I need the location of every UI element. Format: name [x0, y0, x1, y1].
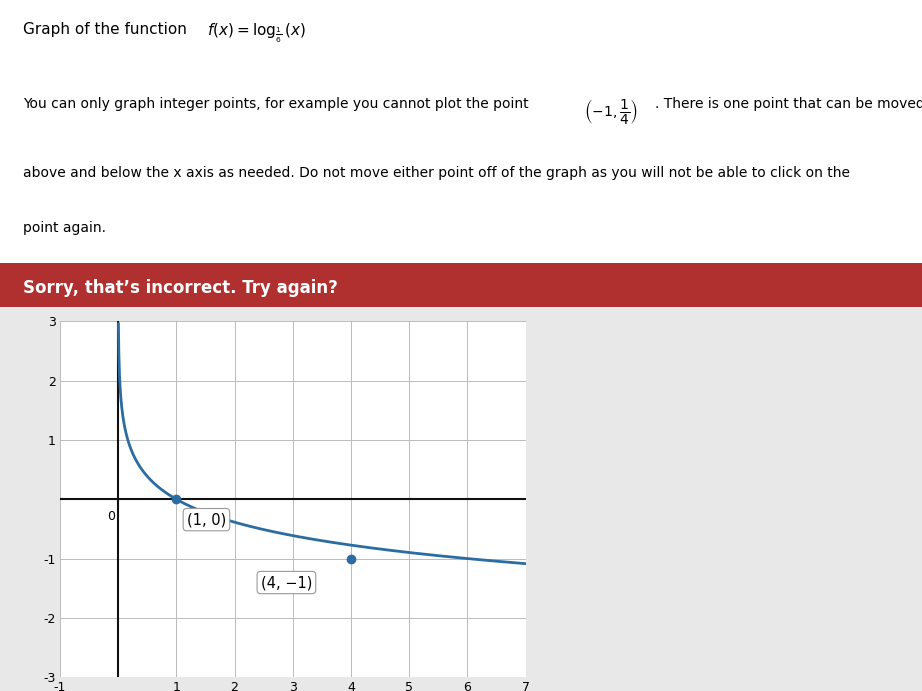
Text: You can only graph integer points, for example you cannot plot the point: You can only graph integer points, for e…	[23, 97, 533, 111]
Text: 0: 0	[107, 510, 115, 523]
Text: (4, −1): (4, −1)	[261, 575, 313, 590]
Text: point again.: point again.	[23, 221, 106, 235]
Text: $\left(-1, \dfrac{1}{4}\right)$: $\left(-1, \dfrac{1}{4}\right)$	[584, 97, 638, 126]
Text: . There is one point that can be moved: . There is one point that can be moved	[655, 97, 922, 111]
Text: (1, 0): (1, 0)	[187, 512, 226, 527]
Text: $f(x) = \log_{\frac{1}{6}}(x)$: $f(x) = \log_{\frac{1}{6}}(x)$	[207, 22, 306, 46]
Text: Sorry, that’s incorrect. Try again?: Sorry, that’s incorrect. Try again?	[23, 279, 338, 298]
Text: above and below the x axis as needed. Do not move either point off of the graph : above and below the x axis as needed. Do…	[23, 166, 850, 180]
Text: Graph of the function: Graph of the function	[23, 22, 192, 37]
